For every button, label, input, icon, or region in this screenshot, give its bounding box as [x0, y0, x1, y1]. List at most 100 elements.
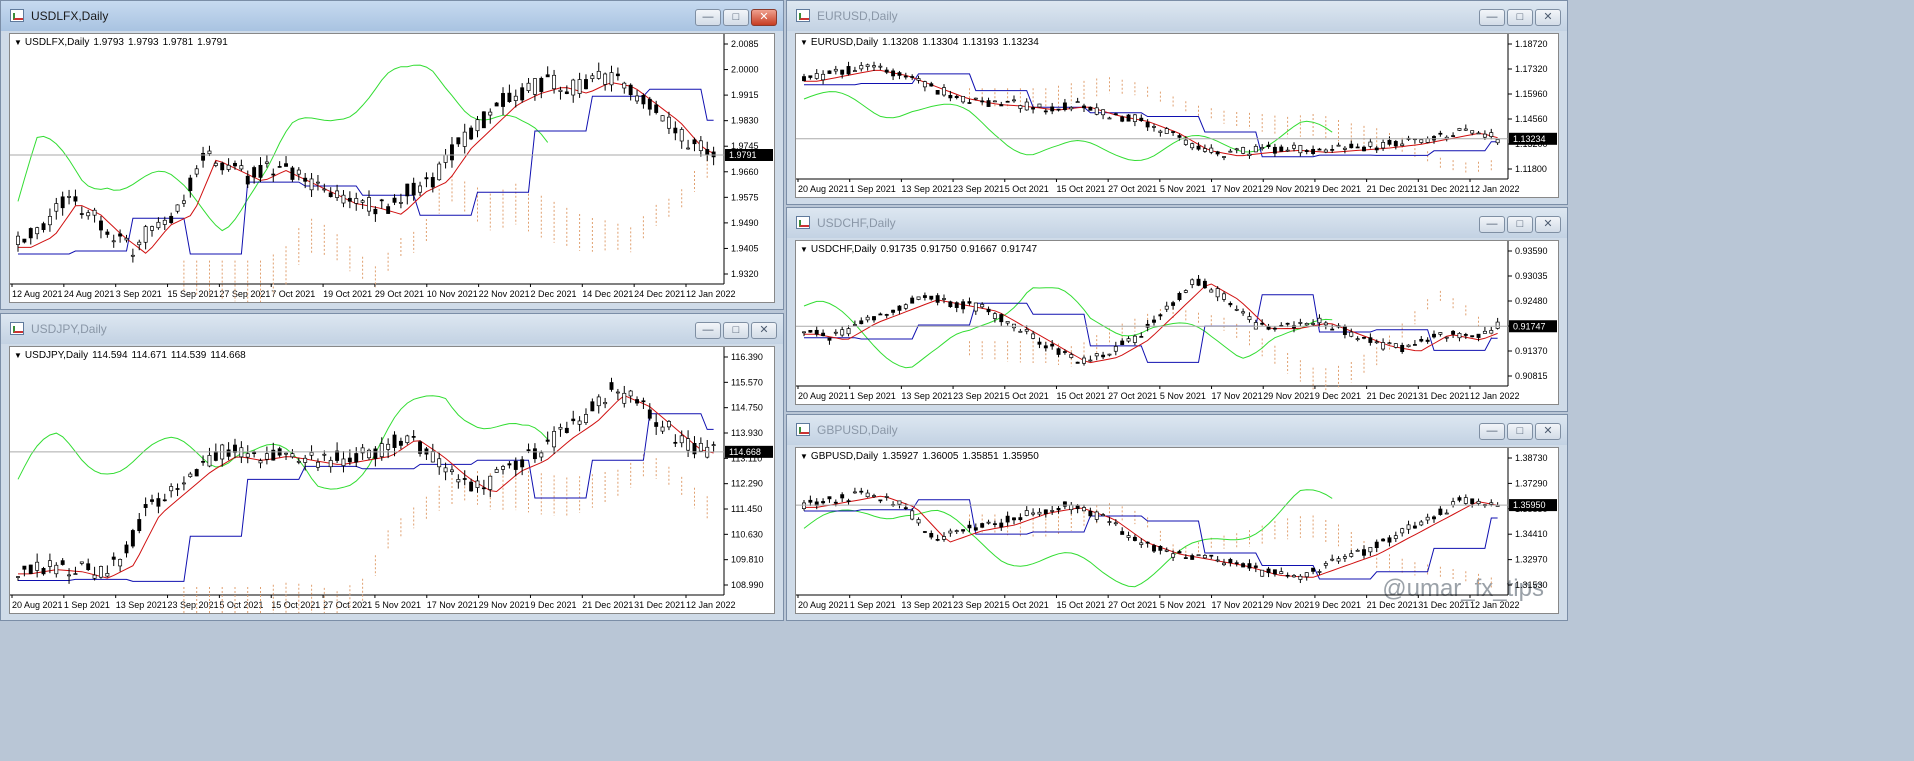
candle-body [1222, 562, 1226, 566]
candle-body [47, 560, 52, 567]
candle-body [41, 568, 46, 575]
candle-body [1406, 344, 1411, 348]
minimize-button[interactable]: — [1479, 423, 1505, 440]
candle-body [628, 390, 633, 397]
candle-body [577, 420, 582, 425]
window-eurusd[interactable]: EURUSD,Daily — □ ✕ ▼ EURUSD,Daily 1.13208 1… [786, 0, 1568, 205]
chikou-line [803, 91, 1333, 162]
window-titlebar[interactable]: GBPUSD,Daily — □ ✕ [787, 415, 1567, 445]
window-usdlfx[interactable]: USDLFX,Daily — □ ✕ ▼ USDLFX,Daily 1.9793 1.… [0, 0, 784, 310]
time-tick-label: 9 Dec 2021 [1315, 600, 1361, 610]
time-tick-label: 5 Oct 2021 [1005, 600, 1049, 610]
maximize-button[interactable]: □ [723, 322, 749, 339]
candle-body [1495, 321, 1500, 329]
chart-symbol-label: ▼ GBPUSD,Daily 1.35927 1.36005 1.35851 1.3595… [800, 451, 1039, 462]
minimize-button[interactable]: — [1479, 9, 1505, 26]
window-titlebar[interactable]: USDLFX,Daily — □ ✕ [1, 1, 783, 31]
window-gbpusd[interactable]: GBPUSD,Daily — □ ✕ ▼ GBPUSD,Daily 1.35927 1… [786, 414, 1568, 621]
candle-body [1241, 563, 1246, 568]
candle-body [891, 70, 896, 77]
chart-area[interactable]: ▼ USDJPY,Daily 114.594 114.671 114.539 114.66… [9, 346, 775, 614]
chart-area[interactable]: ▼ EURUSD,Daily 1.13208 1.13304 1.13193 1.1323… [795, 33, 1559, 198]
candle-body [1196, 554, 1201, 557]
candle-body [309, 178, 314, 191]
candle-body [1355, 338, 1360, 341]
candle-body [1126, 114, 1131, 122]
candle-body [1304, 572, 1309, 578]
chart-area[interactable]: ▼ USDCHF,Daily 0.91735 0.91750 0.91667 0.9174… [795, 240, 1559, 405]
time-tick-label: 29 Nov 2021 [1263, 600, 1314, 610]
window-titlebar[interactable]: USDJPY,Daily — □ ✕ [1, 314, 783, 344]
time-tick-label: 29 Nov 2021 [1263, 184, 1314, 194]
candle-body [386, 206, 391, 214]
candle-body [590, 401, 595, 412]
candle-body [1132, 536, 1137, 541]
chart-area[interactable]: ▼ USDLFX,Daily 1.9793 1.9793 1.9781 1.9791 2.… [9, 33, 775, 303]
candle-body [1050, 510, 1055, 512]
close-button[interactable]: ✕ [751, 322, 777, 339]
candle-body [1482, 133, 1487, 138]
maximize-button[interactable]: □ [1507, 9, 1533, 26]
candle-body [277, 166, 282, 168]
dropdown-triangle-icon[interactable]: ▼ [14, 38, 22, 47]
candle-body [1158, 545, 1163, 551]
price-tick-label: 1.9915 [731, 90, 759, 100]
window-usdjpy[interactable]: USDJPY,Daily — □ ✕ ▼ USDJPY,Daily 114.594 1… [0, 313, 784, 621]
close-button[interactable]: ✕ [1535, 216, 1561, 233]
dropdown-triangle-icon[interactable]: ▼ [800, 38, 808, 47]
maximize-button[interactable]: □ [1507, 423, 1533, 440]
candle-body [233, 162, 237, 167]
close-button[interactable]: ✕ [1535, 423, 1561, 440]
dropdown-triangle-icon[interactable]: ▼ [14, 351, 22, 360]
minimize-button[interactable]: — [695, 322, 721, 339]
candle-body [1075, 101, 1080, 103]
candle-body [1476, 500, 1481, 505]
time-tick-label: 1 Sep 2021 [850, 600, 896, 610]
candle-body [897, 500, 902, 505]
candle-body [1043, 110, 1048, 113]
time-tick-label: 1 Sep 2021 [850, 391, 896, 401]
maximize-button[interactable]: □ [723, 9, 749, 26]
candle-body [1132, 114, 1137, 122]
candle-body [130, 254, 135, 257]
candle-body [1406, 524, 1411, 530]
candle-body [1228, 559, 1233, 564]
window-usdchf[interactable]: USDCHF,Daily — □ ✕ ▼ USDCHF,Daily 0.91735 0… [786, 207, 1568, 412]
minimize-button[interactable]: — [1479, 216, 1505, 233]
window-titlebar[interactable]: USDCHF,Daily — □ ✕ [787, 208, 1567, 238]
time-tick-label: 17 Nov 2021 [1212, 600, 1263, 610]
candle-body [290, 167, 295, 180]
dropdown-triangle-icon[interactable]: ▼ [800, 452, 808, 461]
window-titlebar[interactable]: EURUSD,Daily — □ ✕ [787, 1, 1567, 31]
maximize-button[interactable]: □ [1507, 216, 1533, 233]
candle-body [1374, 147, 1379, 151]
price-tick-label: 1.9405 [731, 243, 759, 253]
candle-body [264, 161, 269, 164]
candle-body [596, 396, 601, 407]
minimize-button[interactable]: — [695, 9, 721, 26]
candle-body [1463, 497, 1468, 504]
candle-body [513, 95, 518, 101]
close-button[interactable]: ✕ [751, 9, 777, 26]
candle-body [1349, 143, 1354, 149]
candle-body [520, 87, 525, 101]
candle-body [558, 89, 563, 92]
candle-body [1062, 102, 1067, 111]
chart-area[interactable]: ▼ GBPUSD,Daily 1.35927 1.36005 1.35851 1.3595… [795, 447, 1559, 614]
candle-body [303, 457, 308, 463]
candle-body [303, 177, 308, 182]
candle-body [424, 177, 429, 180]
candle-body [922, 295, 927, 298]
dropdown-triangle-icon[interactable]: ▼ [800, 245, 808, 254]
time-tick-label: 29 Oct 2021 [375, 289, 424, 299]
close-button[interactable]: ✕ [1535, 9, 1561, 26]
candle-body [865, 64, 870, 67]
candle-body [910, 297, 915, 304]
candle-body [124, 544, 129, 554]
candle-body [79, 561, 84, 564]
candle-body [1113, 113, 1118, 116]
price-tick-label: 113.110 [731, 453, 762, 463]
candle-body [405, 183, 410, 197]
candle-body [1304, 323, 1309, 326]
candle-body [1183, 557, 1188, 559]
